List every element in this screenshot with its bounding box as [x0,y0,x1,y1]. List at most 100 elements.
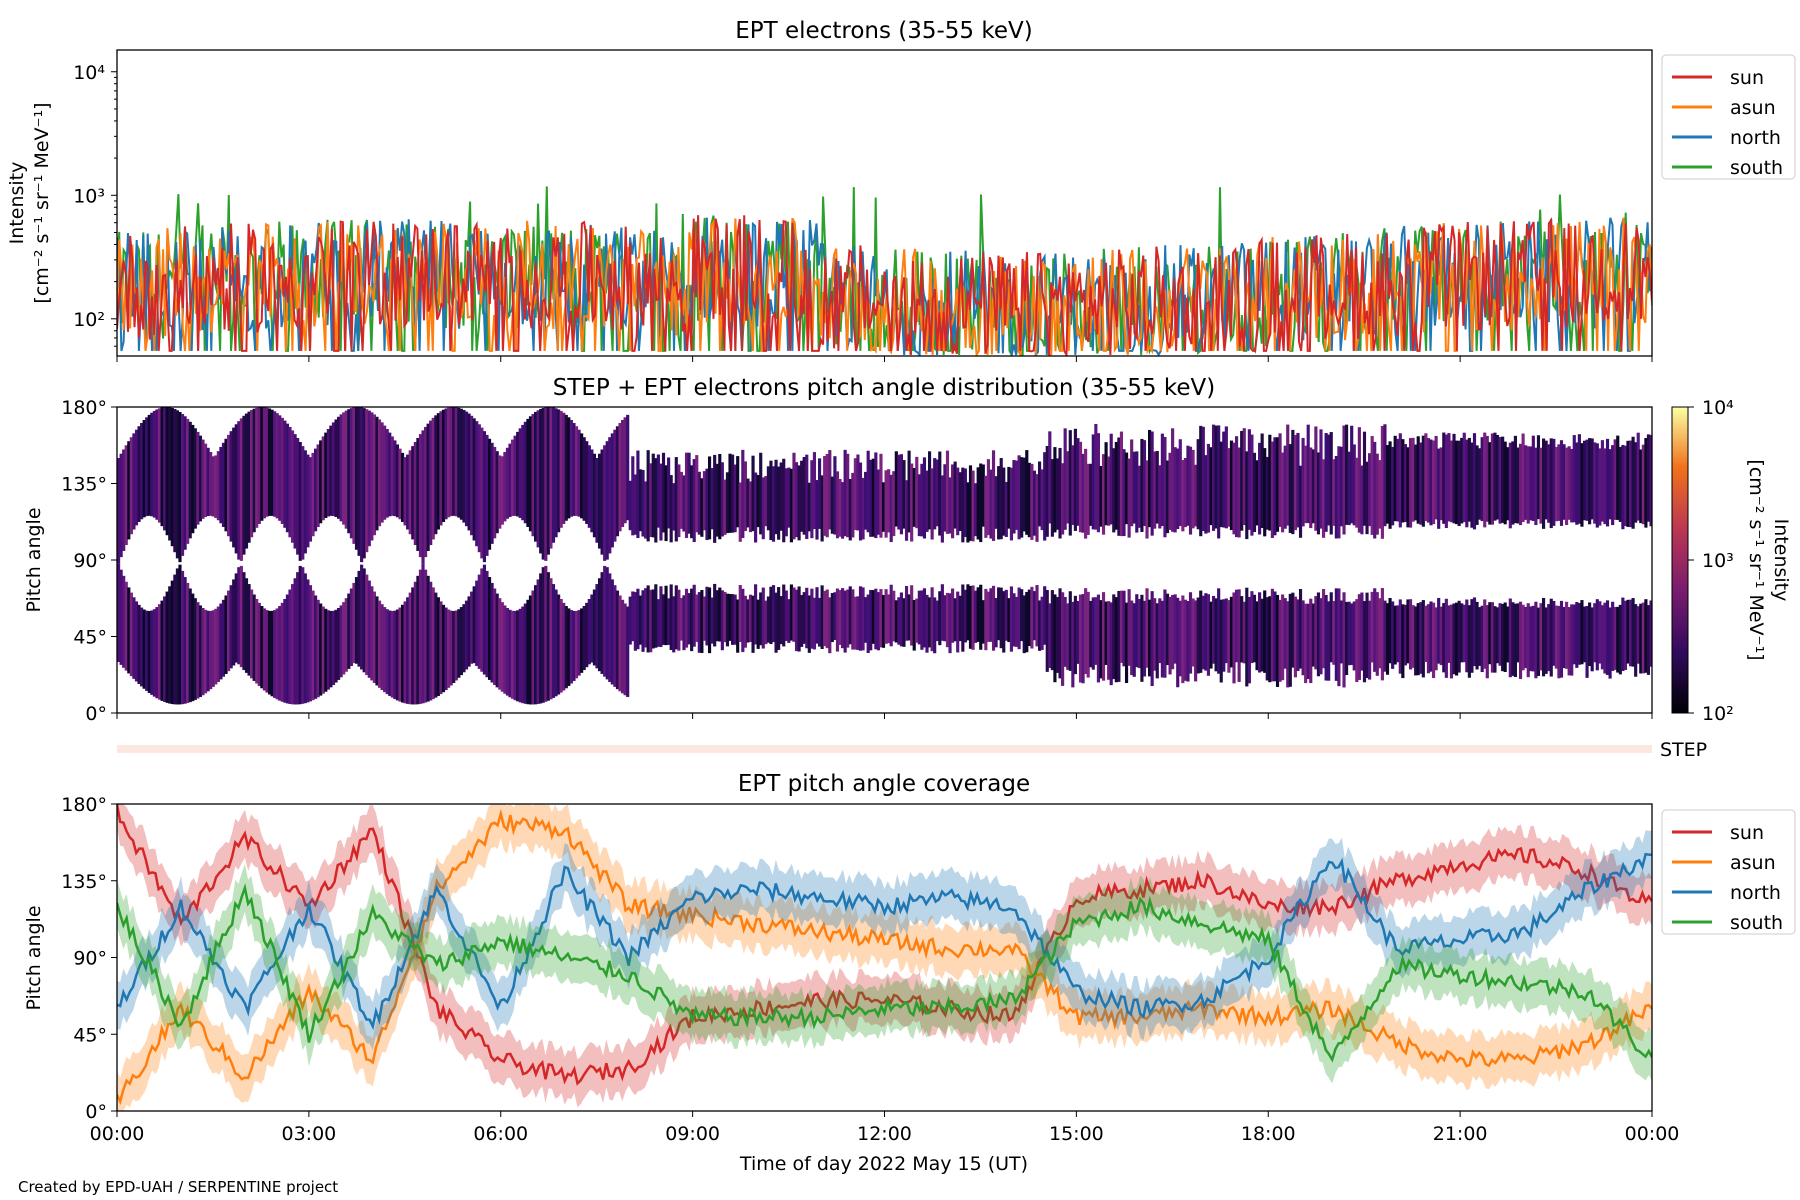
heatmap-cell [157,604,162,700]
heatmap-cell [257,407,261,524]
heatmap-cell [247,584,251,676]
heatmap-cell [1518,601,1523,679]
heatmap-cell [1084,448,1088,539]
heatmap-cell [436,413,440,530]
heatmap-cell [1258,592,1262,673]
heatmap-cell [551,584,556,698]
heatmap-cell [482,431,486,563]
heatmap-cell [219,603,223,680]
heatmap-cell [234,424,238,554]
heatmap-cell [963,589,967,643]
heatmap-cell [1547,444,1551,523]
heatmap-cell [805,454,809,539]
heatmap-cell [232,427,236,548]
heatmap-cell [1360,592,1364,671]
heatmap-cell [1327,434,1331,526]
heatmap-cell [196,602,200,699]
heatmap-cell [1014,596,1019,647]
heatmap-cell [1611,445,1615,526]
heatmap-cell [743,595,747,648]
heatmap-cell [869,589,873,651]
legend-label-south: south [1730,912,1783,934]
heatmap-cell [1281,594,1285,681]
heatmap-cell [186,418,190,544]
heatmap-cell [1416,436,1420,524]
y-tick-label: 135° [61,474,107,496]
heatmap-cell [142,609,146,689]
heatmap-cell [1585,439,1589,521]
heatmap-cell [894,600,898,643]
heatmap-cell [140,423,144,520]
heatmap-cell [1012,460,1016,534]
heatmap-cell [168,407,172,541]
heatmap-cell [1329,432,1333,535]
heatmap-cell [1628,440,1633,528]
heatmap-cell [1467,605,1471,678]
heatmap-cell [887,469,891,533]
heatmap-cell [1150,431,1154,536]
heatmap-cell [1483,432,1487,528]
heatmap-cell [1411,437,1415,522]
heatmap-cell [702,471,707,531]
heatmap-cell [1613,439,1617,520]
heatmap-cell [595,584,599,669]
heatmap-cell [736,599,740,653]
heatmap-cell [1378,460,1382,529]
heatmap-cell [1127,458,1131,538]
heatmap-cell [644,588,648,648]
heatmap-cell [966,584,970,641]
heatmap-cell [1038,600,1042,651]
heatmap-cell [370,586,374,681]
heatmap-cell [677,589,681,651]
heatmap-cell [1603,448,1607,525]
heatmap-cell [1575,602,1579,668]
heatmap-cell [303,573,307,704]
heatmap-cell [1002,467,1006,536]
heatmap-cell [1357,594,1361,680]
heatmap-cell [260,606,264,689]
heatmap-cell [1565,447,1569,526]
heatmap-cell [278,606,282,701]
heatmap-cell [1211,595,1216,664]
heatmap-cell [298,441,302,561]
heatmap-cell [1373,441,1377,539]
heatmap-cell [1618,446,1622,522]
heatmap-cell [1455,440,1459,525]
heatmap-cell [367,580,371,678]
heatmap-cell [354,407,359,550]
heatmap-cell [938,451,942,536]
heatmap-cell [140,607,144,687]
heatmap-cell [1194,464,1198,527]
heatmap-cell [830,476,834,534]
heatmap-cell [1155,450,1159,524]
heatmap-cell [1605,438,1610,527]
heatmap-cell [1260,433,1264,529]
heatmap-cell [1524,445,1528,520]
heatmap-cell [1122,449,1126,537]
heatmap-cell [434,592,438,698]
heatmap-cell [1480,437,1484,522]
heatmap-cell [1301,600,1305,676]
heatmap-cell [178,564,182,705]
heatmap-cell [608,573,612,682]
heatmap-cell [1483,599,1487,669]
heatmap-cell [1316,592,1321,677]
heatmap-cell [1186,601,1190,682]
panel-step-strip: STEP [117,739,1707,761]
x-tick-label: 03:00 [281,1123,336,1145]
heatmap-cell [692,584,696,647]
heatmap-cell [669,475,673,543]
heatmap-cell [567,608,571,686]
heatmap-cell [769,460,773,541]
heatmap-cell [723,591,727,643]
heatmap-cell [413,441,417,546]
heatmap-cell [168,586,172,704]
heatmap-cell [1557,605,1561,679]
heatmap-cell [674,457,678,542]
heatmap-cell [861,587,865,651]
heatmap-cell [1206,594,1211,676]
heatmap-cell [974,590,978,643]
heatmap-cell [815,587,819,644]
heatmap-cell [789,468,793,543]
heatmap-cell [285,594,290,704]
